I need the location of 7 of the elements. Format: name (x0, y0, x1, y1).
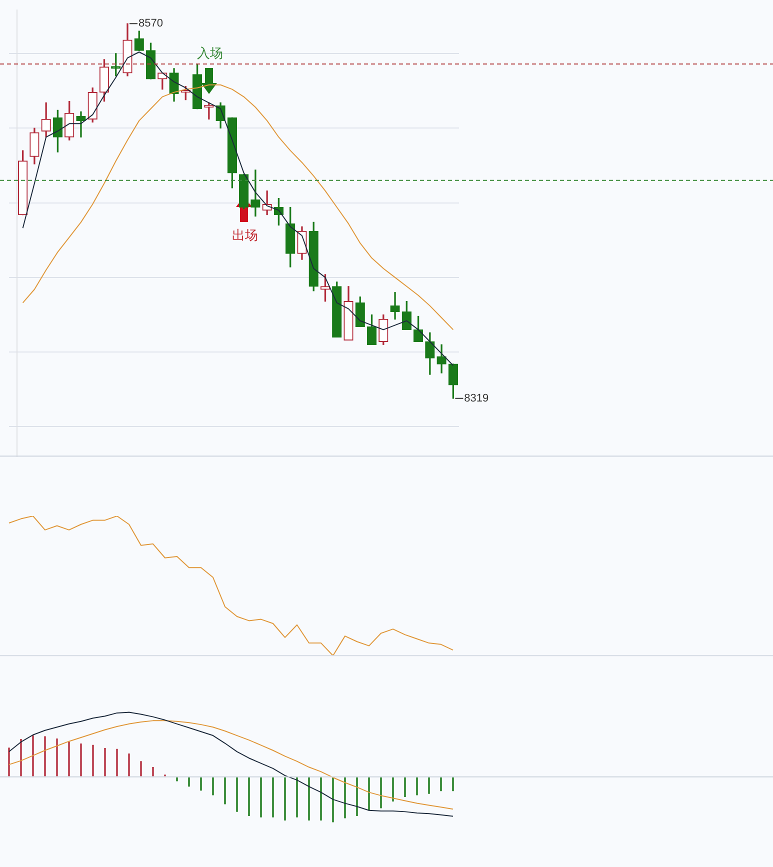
candlestick (76, 111, 86, 138)
annotation: 入场 (196, 46, 223, 62)
annotation: 8570 (138, 18, 163, 30)
text: 8319 (464, 392, 489, 404)
candlestick (390, 292, 400, 320)
candlestick (250, 170, 260, 217)
annotation: 出场 (232, 228, 258, 244)
